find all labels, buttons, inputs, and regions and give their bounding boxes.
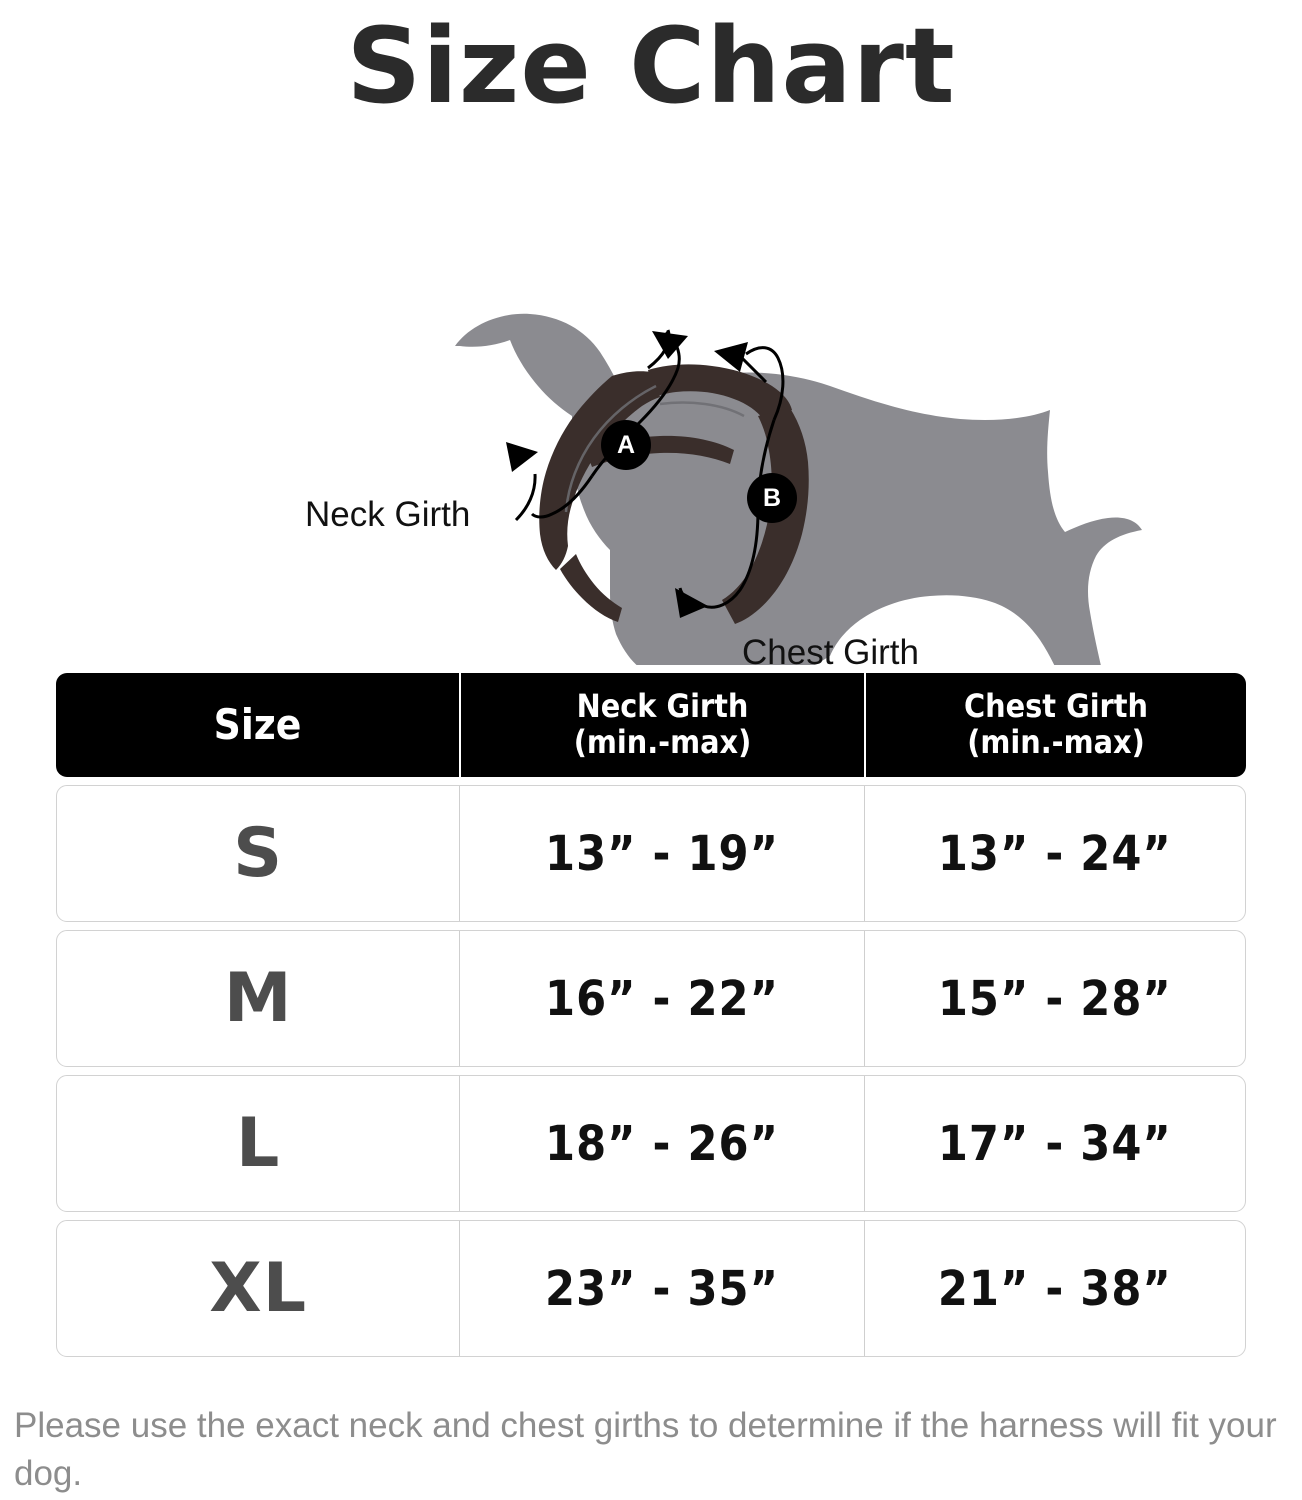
marker-a-label: A bbox=[616, 431, 636, 459]
size-letter: L bbox=[235, 1104, 281, 1183]
marker-b-label: B bbox=[762, 484, 782, 512]
cell-size: L bbox=[57, 1076, 459, 1211]
arrowheads bbox=[506, 331, 748, 618]
table-row: S 13” - 19” 13” - 24” bbox=[56, 785, 1246, 922]
neck-girth-value: 18” - 26” bbox=[545, 1115, 779, 1172]
chest-arc-upper bbox=[745, 346, 785, 421]
cell-chest-girth: 21” - 38” bbox=[863, 1221, 1245, 1356]
cell-size: XL bbox=[57, 1221, 459, 1356]
chest-girth-value: 15” - 28” bbox=[937, 970, 1172, 1027]
neck-arrow-bottom-curve bbox=[514, 473, 537, 522]
marker-b-circle bbox=[747, 473, 797, 523]
chest-girth-value: 17” - 34” bbox=[937, 1115, 1172, 1172]
neck-arrowhead-bottom bbox=[506, 442, 538, 472]
size-letter: M bbox=[223, 959, 293, 1038]
header-chest-line2: (min.-max) bbox=[967, 723, 1145, 761]
neck-arc-lower bbox=[530, 475, 594, 519]
cell-neck-girth: 13” - 19” bbox=[459, 786, 863, 921]
cell-size: S bbox=[57, 786, 459, 921]
footer-note: Please use the exact neck and chest girt… bbox=[14, 1406, 1277, 1493]
chest-arc-lower bbox=[703, 419, 776, 609]
neck-girth-value: 23” - 35” bbox=[545, 1260, 779, 1317]
neck-arrowhead-top bbox=[652, 331, 688, 359]
header-cell-chest-girth: Chest Girth (min.-max) bbox=[864, 673, 1246, 777]
header-cell-neck-girth: Neck Girth (min.-max) bbox=[459, 673, 864, 777]
header-neck-line1: Neck Girth bbox=[576, 687, 749, 726]
chest-arrowhead-bottom bbox=[675, 588, 708, 618]
table-header-row: Size Neck Girth (min.-max) Chest Girth (… bbox=[56, 673, 1246, 777]
cell-chest-girth: 15” - 28” bbox=[863, 931, 1245, 1066]
neck-girth-value: 13” - 19” bbox=[545, 825, 779, 882]
header-chest-line1: Chest Girth bbox=[963, 687, 1149, 726]
chest-girth-value: 21” - 38” bbox=[937, 1260, 1172, 1317]
harness-edge-highlight bbox=[564, 384, 745, 513]
table-row: L 18” - 26” 17” - 34” bbox=[56, 1075, 1246, 1212]
marker-a bbox=[601, 420, 651, 470]
cell-neck-girth: 23” - 35” bbox=[459, 1221, 863, 1356]
table-row: M 16” - 22” 15” - 28” bbox=[56, 930, 1246, 1067]
neck-girth-label: Neck Girth bbox=[305, 495, 471, 534]
cell-chest-girth: 17” - 34” bbox=[863, 1076, 1245, 1211]
marker-b bbox=[747, 473, 797, 523]
page-title: Size Chart bbox=[346, 5, 956, 127]
cell-neck-girth: 16” - 22” bbox=[459, 931, 863, 1066]
dog-harness-diagram: A B Neck Girth Chest Girth bbox=[0, 120, 1302, 672]
header-neck-line2: (min.-max) bbox=[573, 723, 752, 761]
dog-illustration-svg bbox=[455, 313, 1142, 665]
cell-size: M bbox=[57, 931, 459, 1066]
neck-girth-value: 16” - 22” bbox=[545, 970, 779, 1027]
header-cell-size: Size bbox=[213, 700, 302, 750]
size-letter: S bbox=[233, 814, 284, 893]
table-row: XL 23” - 35” 21” - 38” bbox=[56, 1220, 1246, 1357]
cell-neck-girth: 18” - 26” bbox=[459, 1076, 863, 1211]
chest-arrowhead-top bbox=[714, 342, 748, 372]
size-letter: XL bbox=[209, 1249, 308, 1328]
cell-chest-girth: 13” - 24” bbox=[863, 786, 1245, 921]
chest-girth-value: 13” - 24” bbox=[937, 825, 1172, 882]
marker-a-circle bbox=[601, 420, 651, 470]
size-chart-table: Size Neck Girth (min.-max) Chest Girth (… bbox=[56, 665, 1246, 1357]
chest-girth-label: Chest Girth bbox=[742, 633, 919, 672]
